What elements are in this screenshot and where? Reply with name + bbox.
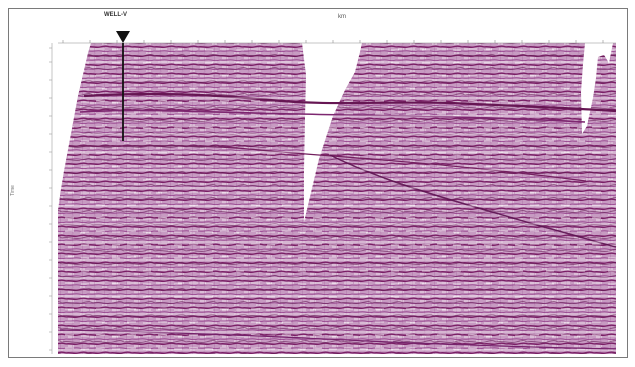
top-ruler	[58, 40, 616, 44]
left-time-ruler	[49, 43, 53, 354]
well-marker-triangle-icon	[116, 31, 130, 43]
seismic-data-area	[58, 43, 617, 354]
top-axis-title: km	[338, 14, 346, 20]
time-gridlines	[58, 61, 616, 351]
well-marker	[116, 31, 130, 141]
well-marker-label: WELL-V	[104, 12, 127, 18]
